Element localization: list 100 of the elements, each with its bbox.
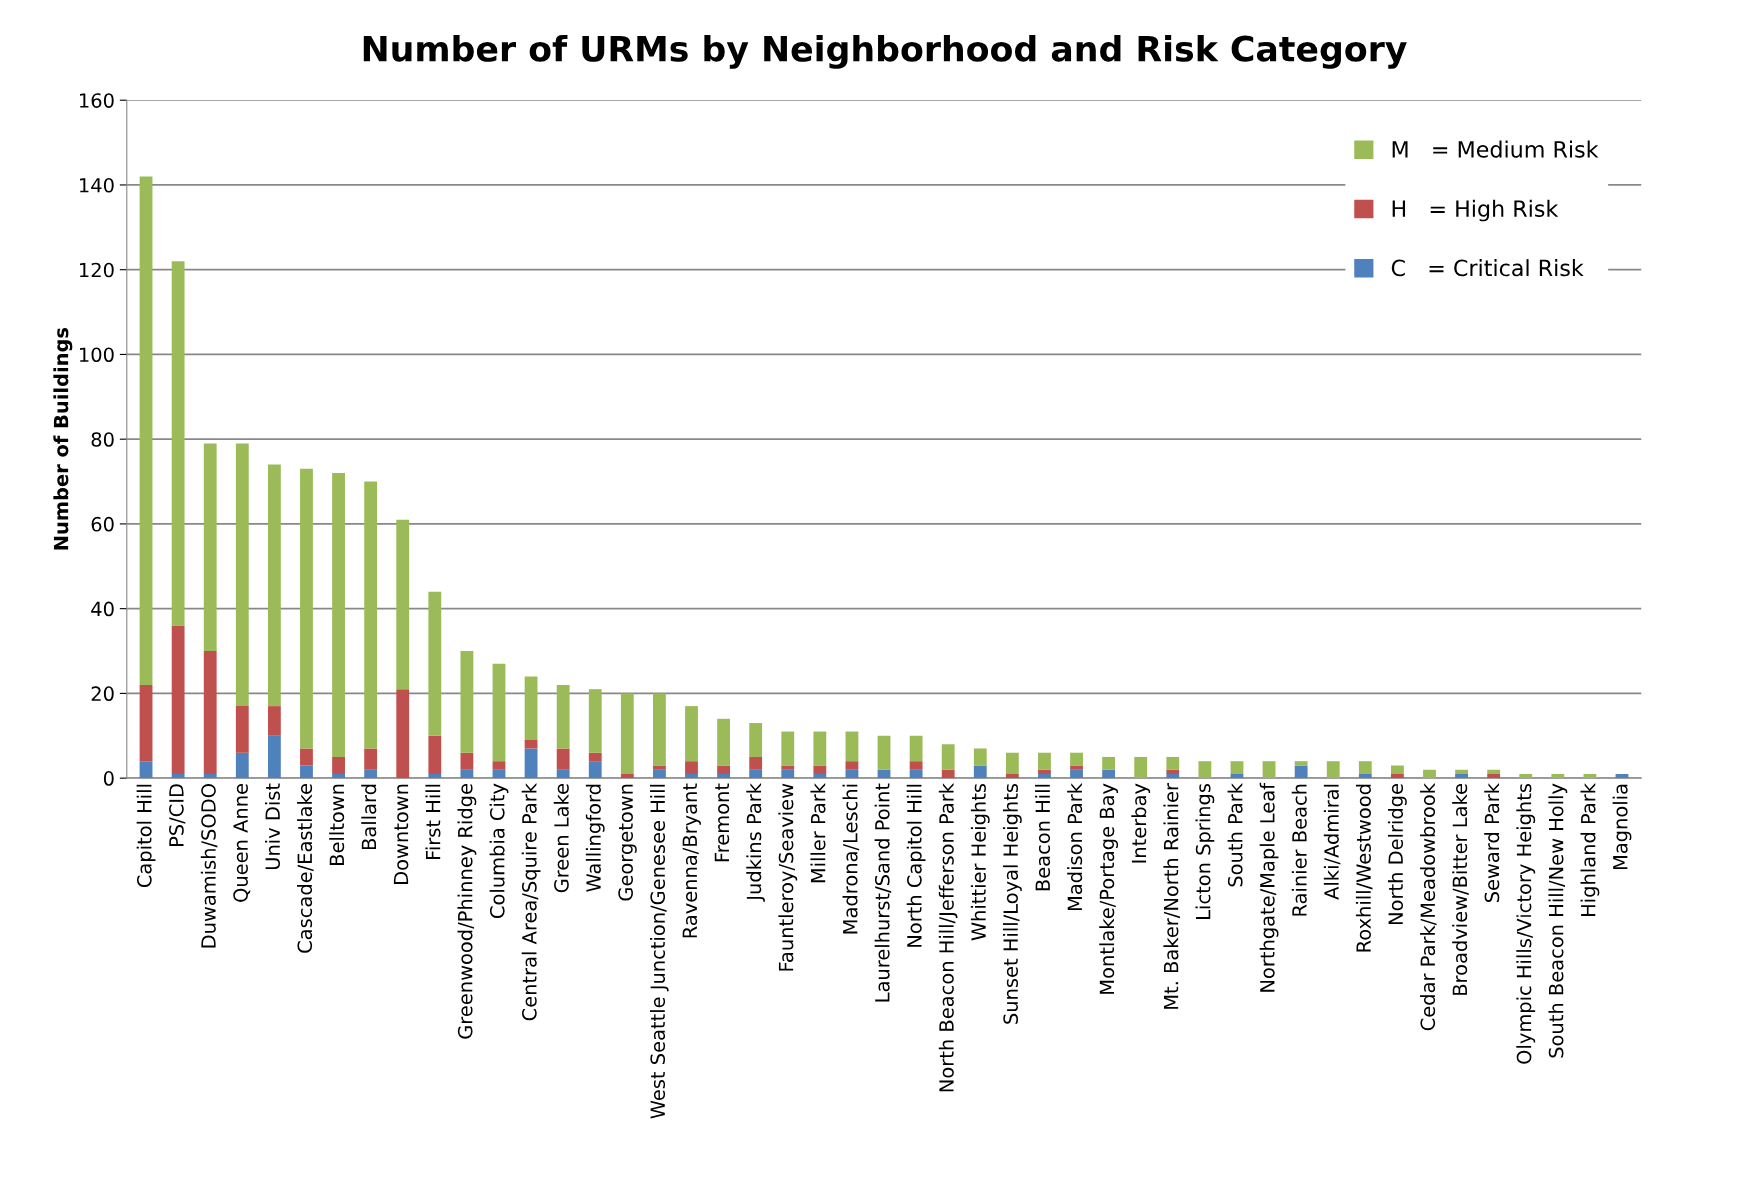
bar (1166, 756, 1180, 770)
bar (1102, 769, 1116, 779)
bar (845, 731, 859, 762)
bar (1455, 773, 1468, 779)
x-tick-label: Miller Park (810, 783, 826, 883)
bar (588, 752, 602, 762)
bar (717, 718, 731, 766)
bar (492, 761, 506, 770)
legend-label: M = Medium Risk (1392, 140, 1599, 158)
y-tick-label: 60 (91, 516, 114, 532)
x-tick-label: Georgetown (618, 784, 637, 901)
chart-title: Number of URMs by Neighborhood and Risk Category (363, 34, 1407, 69)
x-tick-label: Univ Dist (264, 783, 281, 870)
x-tick-label: Licton Springs (1195, 783, 1215, 919)
bar (1134, 756, 1148, 779)
bar (1390, 773, 1404, 779)
bar (749, 756, 763, 770)
x-tick-label: Duwamish/SODO (200, 784, 218, 948)
bar (1423, 769, 1436, 779)
x-tick-label: South Beacon Hill/New Holly (1548, 783, 1568, 1058)
y-tick-label: 80 (91, 432, 114, 447)
bar (364, 748, 378, 770)
x-tick-label: Laurelhurst/Sand Point (874, 783, 892, 1002)
bar (1294, 761, 1308, 766)
bar (460, 769, 474, 779)
x-tick-label: Interbay (1131, 783, 1151, 863)
bar (332, 773, 345, 779)
bar (139, 176, 153, 685)
y-tick-label: 160 (80, 93, 114, 108)
bar (973, 748, 987, 766)
x-tick-label: Broadview/Bitter Lake (1452, 784, 1469, 995)
bar (781, 765, 795, 770)
x-tick-label: Whittier Heights (970, 783, 990, 941)
bar (1358, 761, 1372, 774)
x-tick-label: Magnolia (1612, 784, 1632, 870)
x-tick-label: Queen Anne (233, 784, 251, 902)
bar (396, 519, 410, 690)
bar (1358, 773, 1372, 779)
bar (1070, 769, 1083, 779)
bar (556, 684, 570, 749)
bar (1487, 769, 1501, 774)
x-tick-label: Green Lake (553, 784, 569, 893)
y-tick-label: 40 (91, 601, 114, 617)
bar (1455, 769, 1468, 774)
bar (1102, 756, 1116, 770)
bar (781, 731, 795, 766)
x-tick-label: West Seattle Junction/Genesee Hill (650, 784, 669, 1119)
bar (749, 769, 763, 779)
bar (267, 706, 281, 736)
bar (524, 676, 538, 741)
x-tick-label: PS/CID (169, 784, 186, 846)
bar (717, 765, 731, 774)
legend-label: C = Critical Risk (1391, 259, 1584, 277)
bar (139, 761, 153, 779)
bar (171, 625, 185, 774)
bar (171, 261, 185, 626)
x-tick-label: Downtown (393, 784, 409, 884)
bar (492, 663, 506, 762)
bar (203, 443, 217, 652)
bar (909, 761, 923, 770)
x-tick-label: Madrona/Leschi (842, 784, 860, 934)
x-tick-label: Fremont (714, 783, 730, 862)
y-tick-label: 20 (91, 686, 114, 702)
bar (235, 752, 249, 779)
x-tick-label: Mt. Baker/North Rainier (1163, 783, 1180, 1009)
bar (813, 765, 827, 774)
bar (460, 651, 474, 753)
bar (364, 481, 378, 749)
bar (235, 443, 249, 707)
bar (1390, 765, 1404, 774)
y-tick-label: 100 (80, 347, 114, 363)
bar (1487, 773, 1501, 779)
bar (973, 765, 987, 779)
bar (1166, 769, 1180, 774)
y-tick-label: 0 (103, 771, 114, 786)
bar (588, 689, 602, 753)
x-tick-label: Olympic Hills/Victory Heights (1516, 783, 1536, 1064)
bar (813, 773, 827, 779)
bar (941, 744, 955, 770)
bar (1166, 773, 1180, 779)
bar (749, 723, 763, 757)
bar (685, 773, 698, 779)
x-tick-label: South Park (1227, 783, 1243, 887)
x-tick-label: Fauntleroy/Seaview (778, 783, 798, 971)
bar (556, 769, 570, 779)
bar (1070, 765, 1083, 770)
x-tick-label: Seward Park (1484, 783, 1500, 903)
x-tick-label: Cascade/Eastlake (297, 784, 314, 953)
bar (588, 761, 602, 779)
bar (1038, 769, 1051, 774)
bar (717, 773, 731, 779)
x-tick-label: Alki/Admiral (1323, 784, 1341, 900)
x-tick-label: Madison Park (1067, 783, 1083, 911)
bar (1005, 773, 1019, 779)
bar (653, 765, 666, 770)
x-tick-label: Capitol Hill (136, 784, 156, 888)
bar (1230, 761, 1244, 774)
y-tick-label: 140 (80, 177, 114, 193)
bar (1519, 773, 1533, 779)
bar (300, 468, 313, 749)
